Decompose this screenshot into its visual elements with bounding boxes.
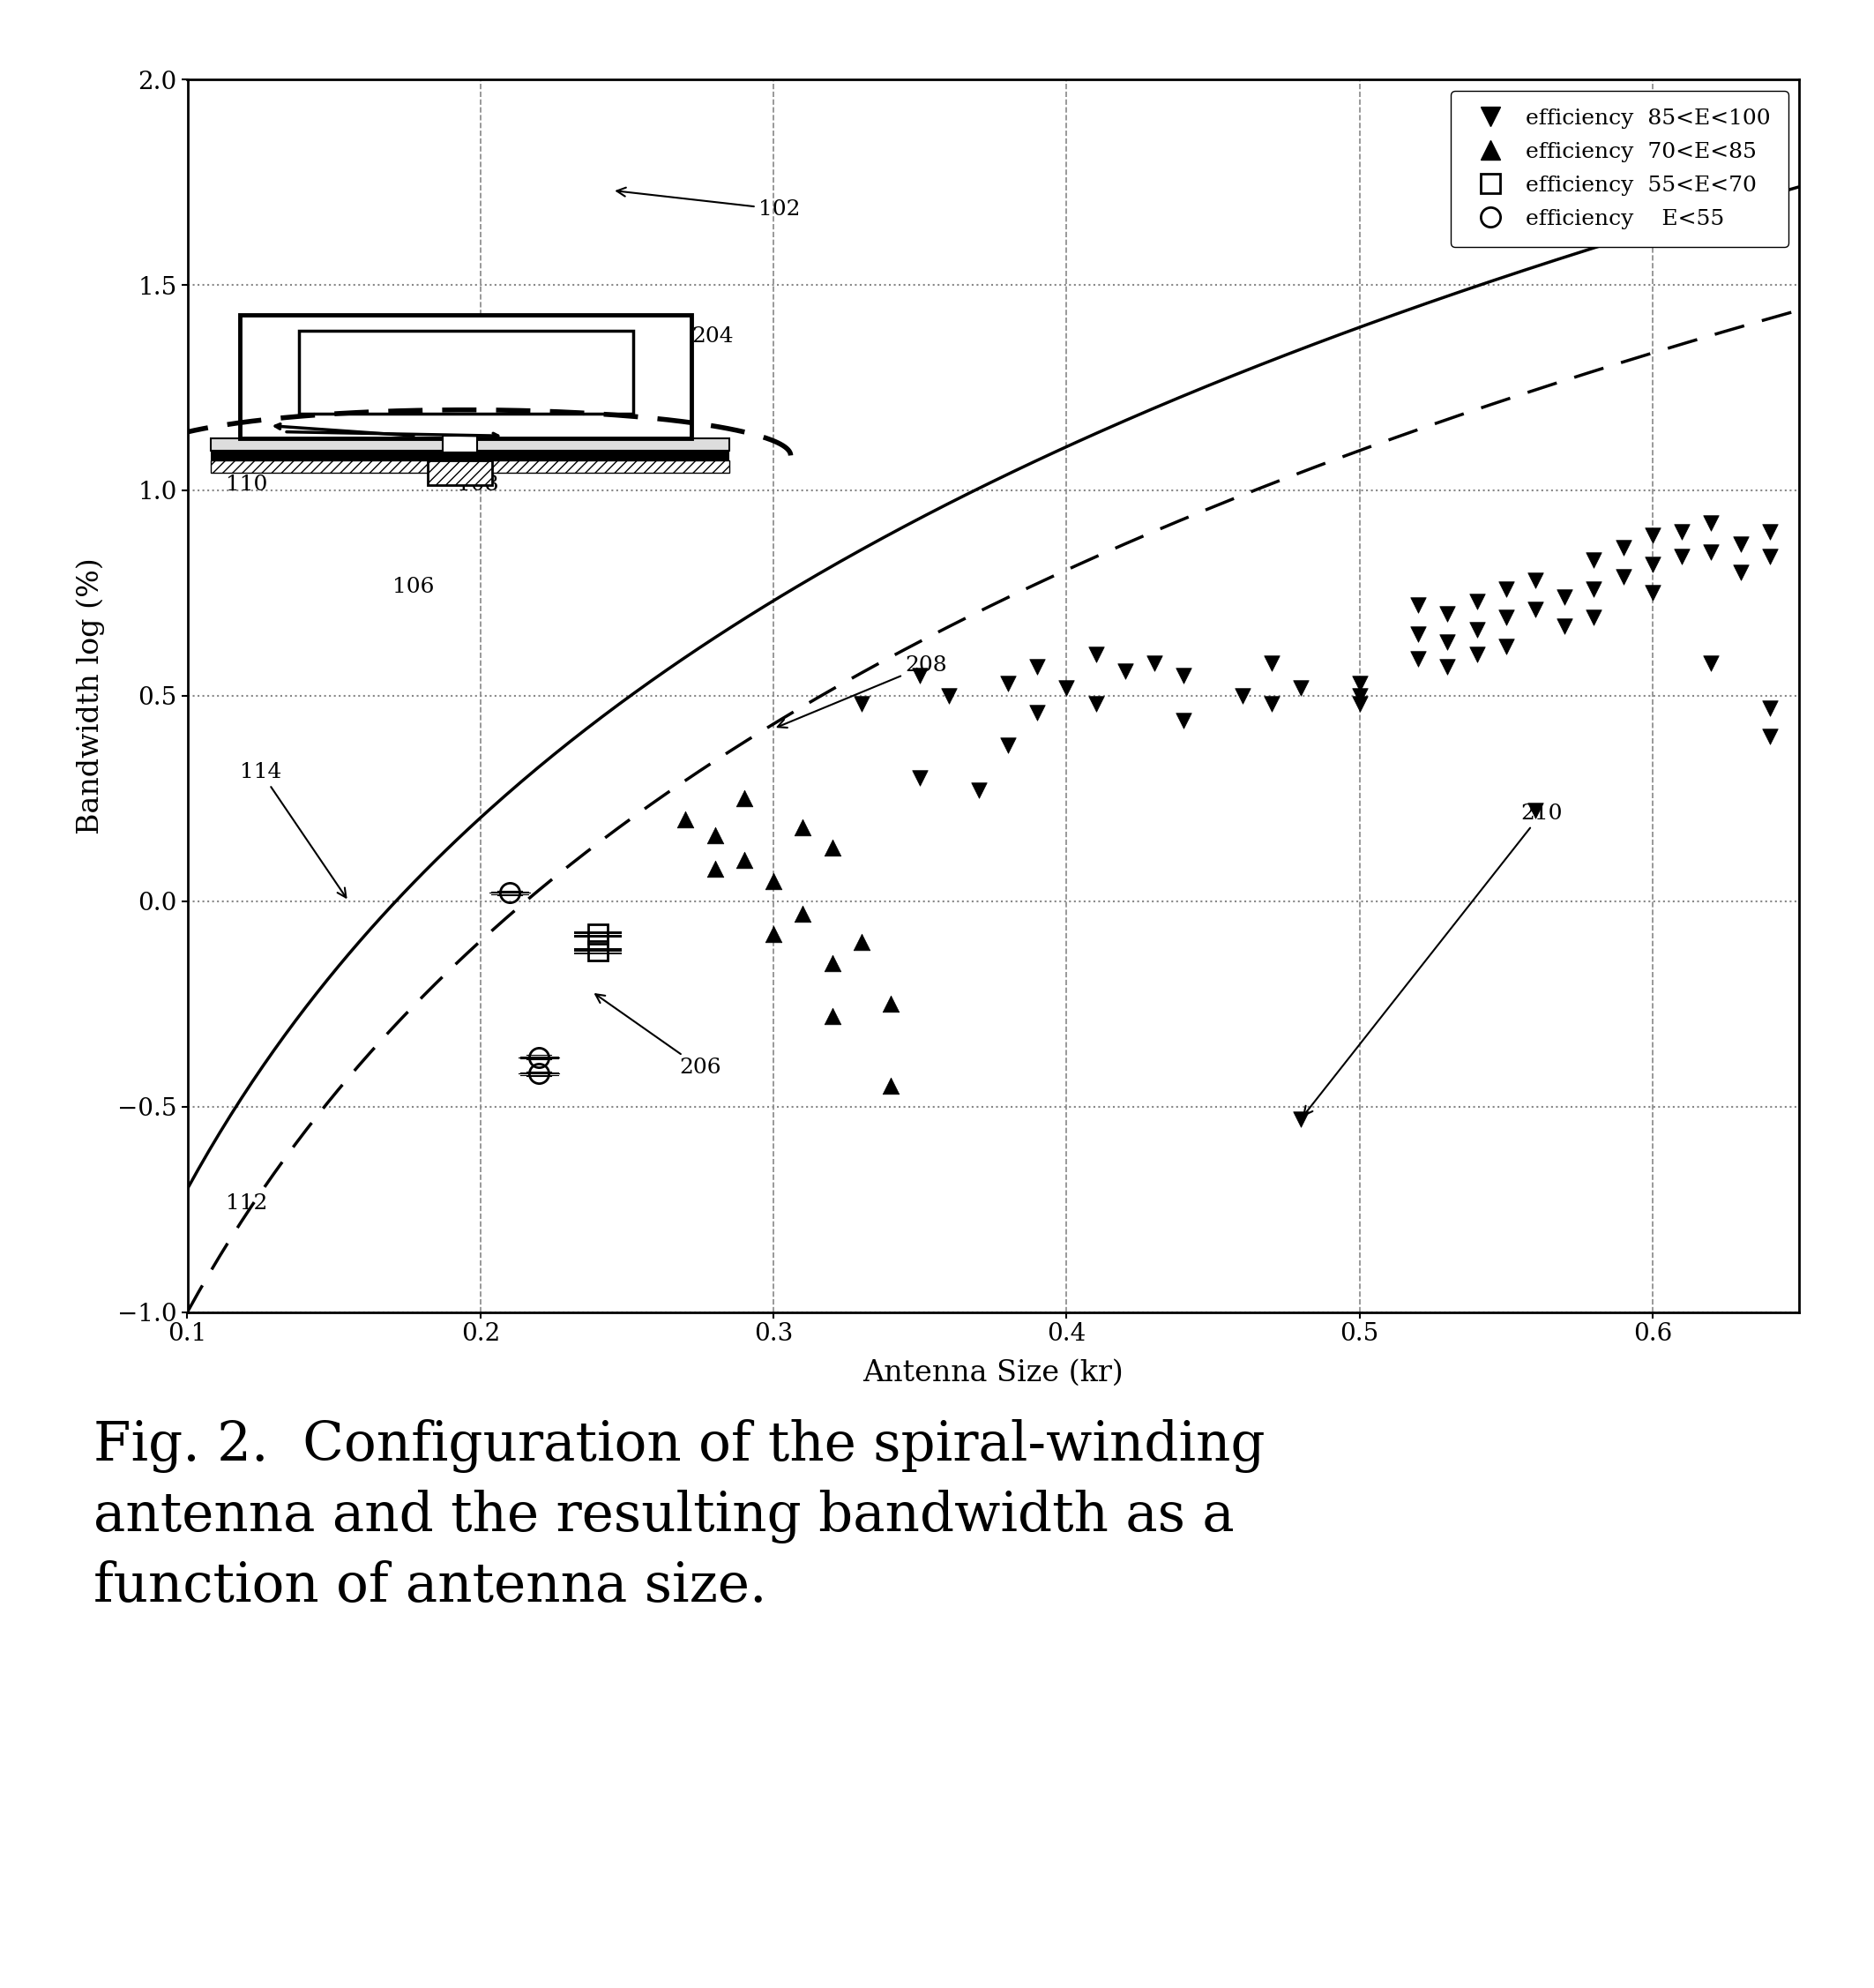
Point bbox=[1404, 590, 1434, 622]
Bar bbox=[240, 314, 692, 437]
Point bbox=[1666, 515, 1696, 547]
Point bbox=[817, 831, 847, 863]
Point bbox=[759, 865, 789, 897]
Point bbox=[847, 688, 877, 720]
Point bbox=[699, 853, 729, 885]
Point bbox=[817, 1000, 847, 1032]
Point bbox=[1344, 688, 1374, 720]
Point bbox=[1696, 646, 1726, 678]
Point bbox=[1286, 672, 1316, 704]
Point bbox=[1580, 573, 1610, 604]
Point bbox=[1462, 614, 1492, 646]
Point bbox=[993, 730, 1023, 761]
Point bbox=[1081, 638, 1111, 670]
Point bbox=[1696, 537, 1726, 569]
Point bbox=[1344, 680, 1374, 712]
Point bbox=[1227, 680, 1257, 712]
Point bbox=[1051, 672, 1081, 704]
Text: 108: 108 bbox=[457, 475, 498, 495]
Point bbox=[1666, 541, 1696, 573]
Point bbox=[1696, 507, 1726, 539]
Point bbox=[1432, 652, 1462, 684]
Text: 110: 110 bbox=[225, 475, 268, 495]
Point bbox=[1520, 795, 1550, 827]
Point bbox=[759, 918, 789, 950]
Text: Fig. 2.  Configuration of the spiral-winding
antenna and the resulting bandwidth: Fig. 2. Configuration of the spiral-wind… bbox=[94, 1419, 1265, 1612]
Point bbox=[1169, 660, 1199, 692]
Point bbox=[1608, 533, 1638, 565]
Point bbox=[935, 680, 965, 712]
Point bbox=[1580, 545, 1610, 577]
Point bbox=[1432, 626, 1462, 658]
Point bbox=[1404, 642, 1434, 674]
Y-axis label: Bandwidth log (%): Bandwidth log (%) bbox=[77, 557, 105, 835]
Point bbox=[1580, 602, 1610, 634]
Text: 112: 112 bbox=[225, 1193, 268, 1215]
Point bbox=[671, 803, 701, 835]
Point bbox=[1109, 656, 1139, 688]
Point bbox=[1344, 668, 1374, 700]
Point bbox=[847, 926, 877, 958]
Point bbox=[787, 811, 817, 843]
Point bbox=[1520, 594, 1550, 626]
Point bbox=[1257, 688, 1287, 720]
Point bbox=[1462, 638, 1492, 670]
Bar bbox=[212, 437, 729, 451]
Point bbox=[1286, 1103, 1316, 1135]
Point bbox=[1726, 529, 1756, 561]
Point bbox=[729, 783, 759, 815]
Point bbox=[875, 1070, 905, 1101]
Point bbox=[1432, 598, 1462, 630]
Point bbox=[1021, 696, 1051, 728]
Point bbox=[1404, 618, 1434, 650]
Text: 114: 114 bbox=[240, 761, 347, 897]
Point bbox=[1081, 688, 1111, 720]
Bar bbox=[442, 435, 478, 453]
Legend: efficiency  85<E<100, efficiency  70<E<85, efficiency  55<E<70, efficiency    E<: efficiency 85<E<100, efficiency 70<E<85,… bbox=[1450, 91, 1788, 247]
Point bbox=[1638, 577, 1668, 608]
Point bbox=[1638, 519, 1668, 551]
Text: 206: 206 bbox=[596, 994, 721, 1077]
Point bbox=[875, 988, 905, 1020]
Text: 204: 204 bbox=[538, 326, 733, 346]
Bar bbox=[212, 461, 729, 473]
Point bbox=[787, 899, 817, 930]
Point bbox=[963, 775, 993, 807]
Point bbox=[1754, 541, 1784, 573]
Point bbox=[729, 845, 759, 877]
Point bbox=[817, 946, 847, 978]
Point bbox=[1492, 630, 1522, 662]
Point bbox=[1550, 580, 1580, 612]
Point bbox=[699, 819, 729, 851]
Point bbox=[1754, 722, 1784, 753]
Bar bbox=[427, 461, 493, 485]
Point bbox=[1462, 584, 1492, 616]
Point bbox=[1726, 557, 1756, 588]
Point bbox=[1492, 602, 1522, 634]
Text: 210: 210 bbox=[1304, 803, 1563, 1115]
Text: 102: 102 bbox=[617, 187, 800, 219]
Point bbox=[1139, 646, 1169, 678]
Text: 208: 208 bbox=[778, 656, 948, 728]
Point bbox=[1754, 692, 1784, 724]
Point bbox=[905, 660, 935, 692]
Point bbox=[905, 761, 935, 793]
Point bbox=[1608, 561, 1638, 592]
Point bbox=[1257, 646, 1287, 678]
Bar bbox=[298, 332, 633, 414]
Point bbox=[1492, 573, 1522, 604]
Point bbox=[1754, 515, 1784, 547]
Point bbox=[1638, 549, 1668, 580]
Point bbox=[993, 668, 1023, 700]
Text: 106: 106 bbox=[392, 577, 435, 598]
Point bbox=[1169, 704, 1199, 736]
Point bbox=[1520, 565, 1550, 596]
Point bbox=[1021, 652, 1051, 684]
X-axis label: Antenna Size (kr): Antenna Size (kr) bbox=[862, 1358, 1124, 1388]
Point bbox=[1550, 610, 1580, 642]
Bar bbox=[212, 451, 729, 461]
